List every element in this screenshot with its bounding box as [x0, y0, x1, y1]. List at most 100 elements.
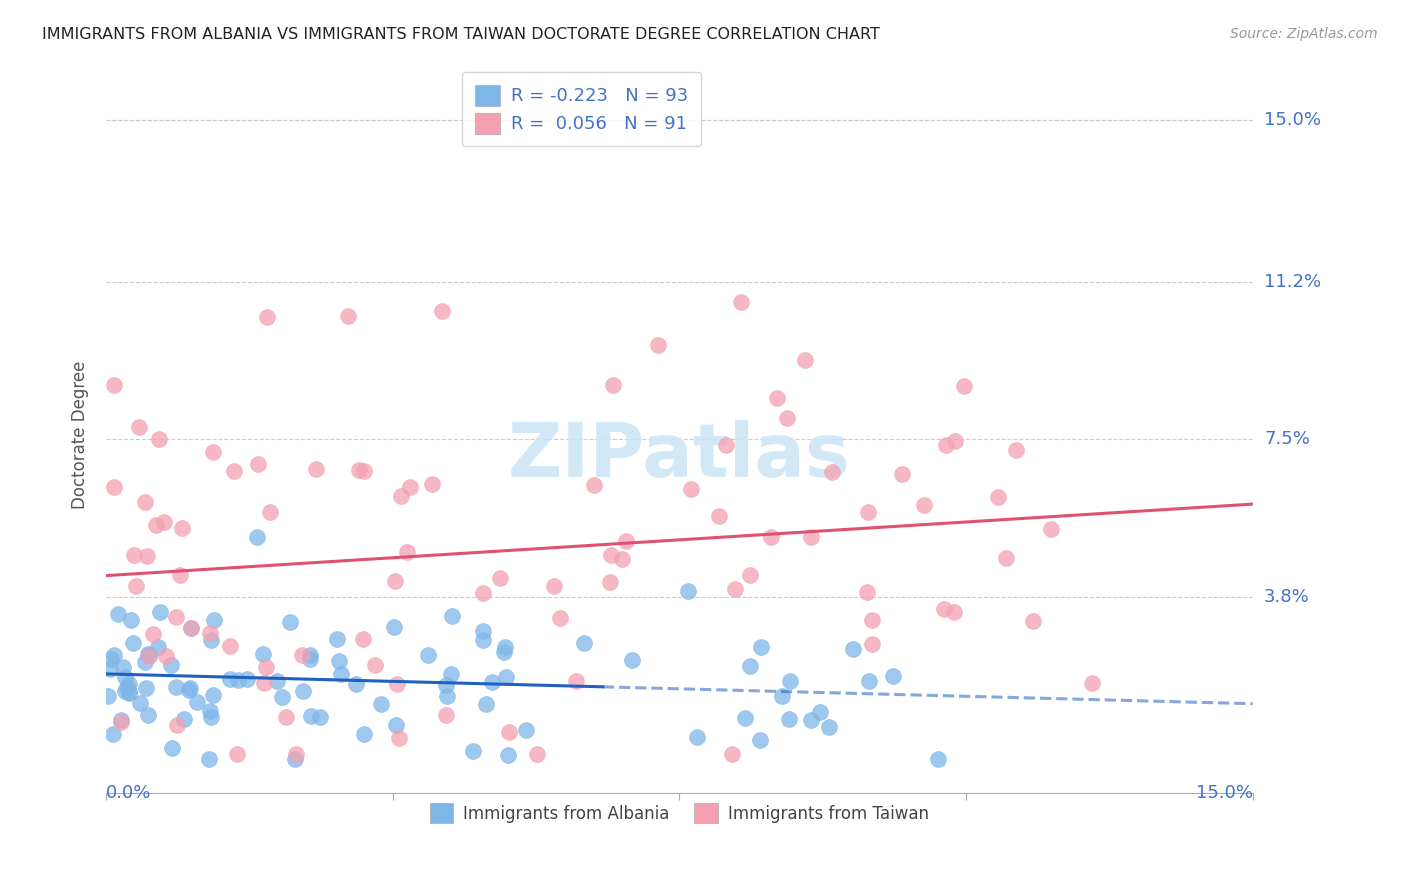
Point: [927, 751, 949, 765]
Point: [494, 640, 516, 654]
Point: [494, 645, 516, 659]
Point: [396, 545, 419, 559]
Point: [808, 705, 831, 719]
Point: [599, 575, 621, 590]
Point: [416, 648, 439, 662]
Point: [471, 632, 494, 647]
Point: [995, 550, 1018, 565]
Point: [135, 681, 157, 696]
Point: [134, 495, 156, 509]
Point: [935, 438, 957, 452]
Point: [114, 684, 136, 698]
Point: [118, 686, 141, 700]
Point: [204, 613, 226, 627]
Point: [179, 681, 201, 696]
Point: [599, 548, 621, 562]
Point: [219, 639, 242, 653]
Point: [226, 673, 249, 687]
Point: [385, 677, 408, 691]
Point: [434, 678, 457, 692]
Point: [432, 303, 454, 318]
Point: [136, 549, 159, 563]
Point: [818, 720, 841, 734]
Point: [201, 445, 224, 459]
Point: [749, 733, 772, 747]
Point: [800, 530, 823, 544]
Point: [766, 391, 789, 405]
Point: [124, 548, 146, 562]
Point: [177, 682, 200, 697]
Point: [436, 689, 458, 703]
Point: [602, 378, 624, 392]
Point: [720, 747, 742, 762]
Point: [481, 674, 503, 689]
Point: [107, 607, 129, 622]
Point: [103, 480, 125, 494]
Point: [200, 704, 222, 718]
Point: [856, 505, 879, 519]
Point: [256, 310, 278, 324]
Point: [353, 464, 375, 478]
Point: [1022, 614, 1045, 628]
Point: [254, 660, 277, 674]
Point: [860, 638, 883, 652]
Point: [398, 480, 420, 494]
Point: [370, 697, 392, 711]
Point: [714, 438, 737, 452]
Text: 11.2%: 11.2%: [1264, 273, 1322, 291]
Legend: Immigrants from Albania, Immigrants from Taiwan: Immigrants from Albania, Immigrants from…: [418, 792, 941, 834]
Point: [614, 534, 637, 549]
Point: [169, 568, 191, 582]
Point: [110, 715, 132, 730]
Point: [236, 672, 259, 686]
Text: 15.0%: 15.0%: [1195, 784, 1253, 802]
Point: [770, 689, 793, 703]
Y-axis label: Doctorate Degree: Doctorate Degree: [72, 361, 89, 509]
Point: [118, 685, 141, 699]
Text: ZIPatlas: ZIPatlas: [508, 420, 851, 493]
Point: [471, 624, 494, 638]
Point: [299, 648, 322, 662]
Point: [125, 578, 148, 592]
Point: [117, 680, 139, 694]
Point: [305, 462, 328, 476]
Point: [353, 727, 375, 741]
Text: 3.8%: 3.8%: [1264, 588, 1310, 606]
Point: [389, 489, 412, 503]
Point: [259, 505, 281, 519]
Point: [252, 647, 274, 661]
Point: [120, 613, 142, 627]
Point: [224, 464, 246, 478]
Point: [101, 727, 124, 741]
Point: [882, 668, 904, 682]
Point: [347, 463, 370, 477]
Point: [1004, 443, 1026, 458]
Point: [489, 571, 512, 585]
Point: [821, 466, 844, 480]
Point: [749, 640, 772, 655]
Point: [384, 718, 406, 732]
Point: [440, 667, 463, 681]
Point: [676, 584, 699, 599]
Point: [186, 695, 208, 709]
Point: [1039, 522, 1062, 536]
Point: [291, 648, 314, 663]
Point: [298, 652, 321, 666]
Point: [149, 605, 172, 619]
Point: [145, 517, 167, 532]
Text: 15.0%: 15.0%: [1264, 111, 1322, 129]
Point: [274, 710, 297, 724]
Point: [162, 740, 184, 755]
Point: [180, 621, 202, 635]
Point: [103, 648, 125, 662]
Point: [97, 690, 120, 704]
Point: [138, 648, 160, 662]
Point: [165, 609, 187, 624]
Point: [759, 530, 782, 544]
Point: [912, 498, 935, 512]
Point: [686, 730, 709, 744]
Point: [734, 711, 756, 725]
Point: [932, 602, 955, 616]
Point: [382, 620, 405, 634]
Text: IMMIGRANTS FROM ALBANIA VS IMMIGRANTS FROM TAIWAN DOCTORATE DEGREE CORRELATION C: IMMIGRANTS FROM ALBANIA VS IMMIGRANTS FR…: [42, 27, 880, 42]
